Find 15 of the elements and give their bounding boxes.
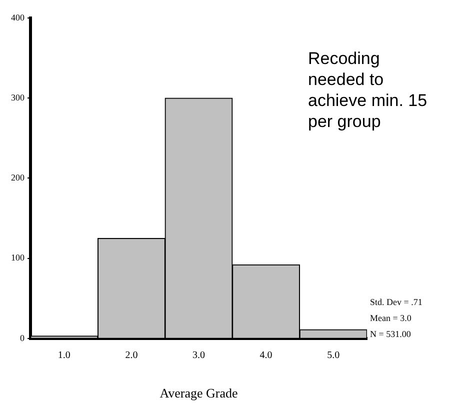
x-tick-label: 2.0 [125, 350, 138, 362]
x-axis-title: Average Grade [160, 386, 238, 401]
x-tick-label: 1.0 [58, 350, 70, 362]
text: Std. Dev = .71 [370, 296, 422, 309]
y-tick-label: 200 [11, 172, 25, 183]
text: N = 531.00 [370, 328, 412, 341]
x-tick-label: 3.0 [192, 350, 205, 362]
y-tick-label: 100 [11, 252, 25, 263]
y-tick-label: 400 [11, 12, 25, 22]
y-tick-label: 0 [20, 332, 25, 343]
text: Mean = 3.0 [370, 312, 412, 325]
x-tick-label: 5.0 [327, 350, 340, 362]
annotation: Recoding needed to achieve min. 15 per group [308, 48, 428, 132]
x-tick-label: 4.0 [260, 350, 272, 362]
y-tick-label: 300 [11, 92, 25, 102]
